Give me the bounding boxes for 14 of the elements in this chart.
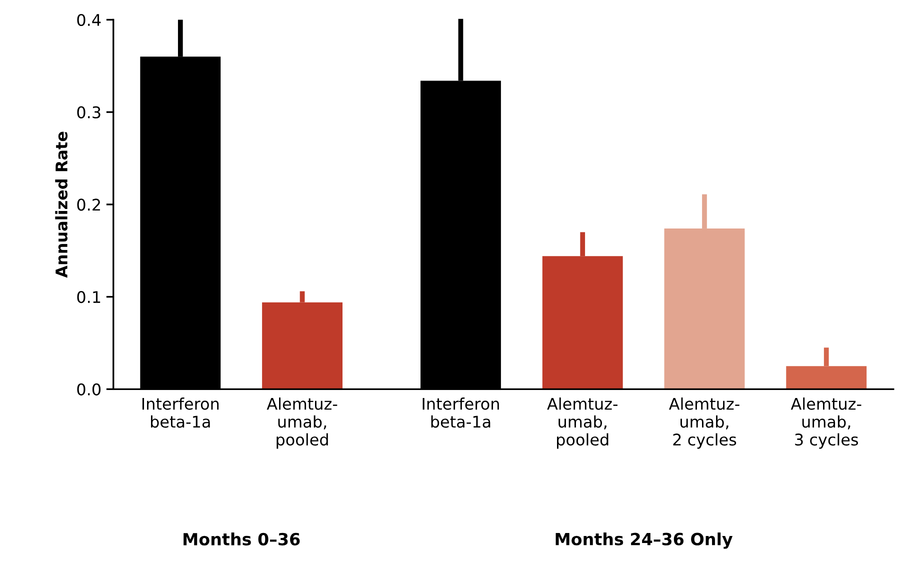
- y-tick-label: 0.4: [77, 14, 101, 26]
- x-tick-label: Alemtuz- umab, pooled: [547, 397, 618, 449]
- y-tick-label: 0.0: [77, 383, 101, 396]
- text: Months 24–36 Only: [556, 532, 733, 549]
- y-tick-label: 0.3: [77, 106, 100, 118]
- x-tick-label: Interferon beta-1a: [142, 397, 219, 428]
- y-tick-label: 0.1: [77, 291, 100, 304]
- x-tick-label: Alemtuz- umab, pooled: [266, 397, 338, 449]
- x-tick-label: Interferon beta-1a: [422, 397, 499, 428]
- y-axis-title: Annualized Rate: [55, 132, 68, 278]
- y-tick-label: 0.2: [77, 198, 100, 211]
- x-tick-label: Alemtuz- umab, 2 cycles: [668, 397, 740, 449]
- text: Months 0–36: [184, 532, 300, 546]
- x-tick-label: Alemtuz- umab, 3 cycles: [790, 397, 862, 449]
